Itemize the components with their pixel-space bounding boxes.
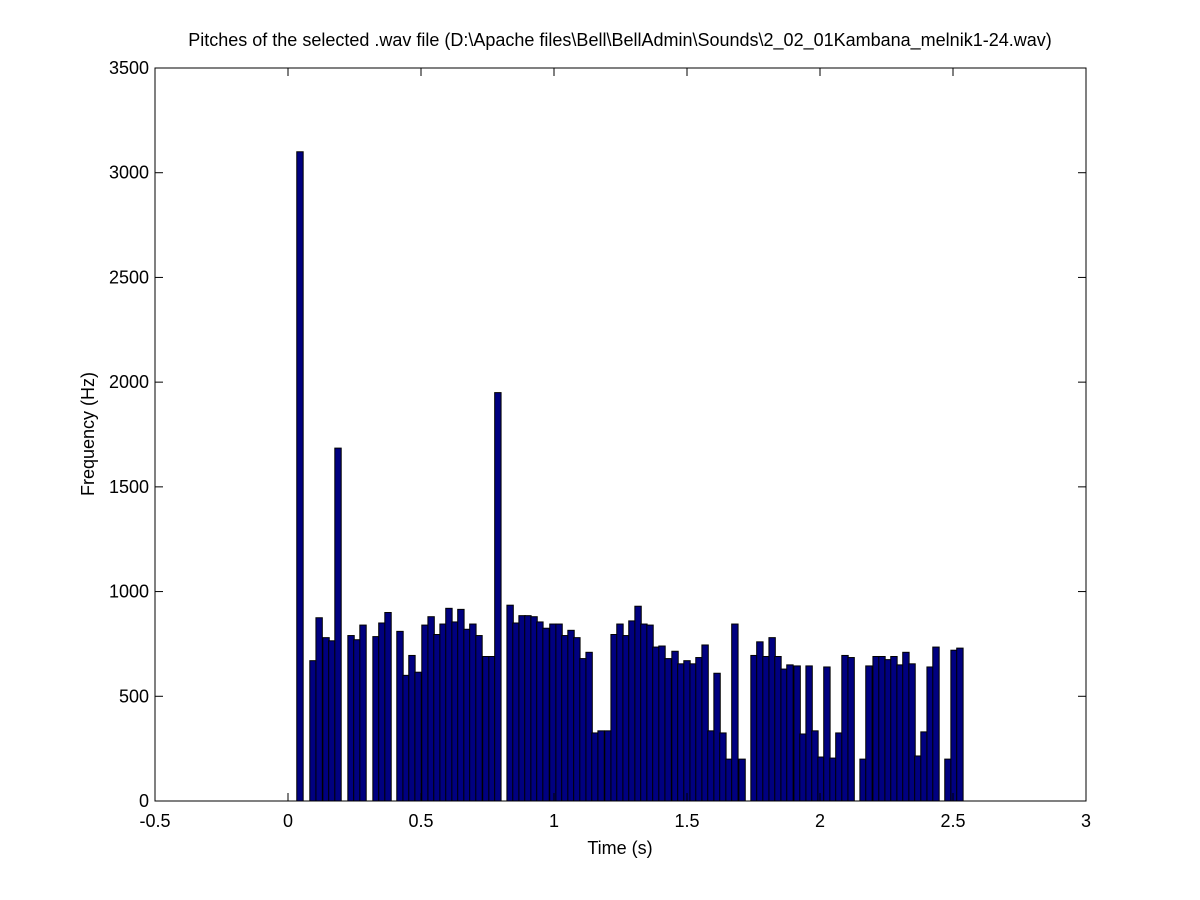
bar (695, 657, 703, 802)
y-tick-label: 500 (119, 686, 149, 706)
bar (707, 730, 715, 802)
bar (482, 655, 490, 802)
y-tick-label: 1500 (109, 477, 149, 497)
bar (902, 651, 910, 802)
y-tick-label: 3000 (109, 163, 149, 183)
x-tick-label: 0.5 (408, 811, 433, 831)
bar (378, 622, 386, 802)
bar (549, 623, 557, 802)
bar (799, 733, 807, 802)
bar (524, 615, 532, 802)
bar (823, 666, 831, 802)
bar (408, 654, 416, 802)
x-tick-label: 2 (815, 811, 825, 831)
bar (786, 664, 794, 802)
bar (841, 654, 849, 802)
bar (944, 758, 952, 802)
bar (494, 392, 502, 802)
bar (774, 655, 782, 802)
bar (756, 641, 764, 802)
bar (296, 151, 304, 802)
bar (579, 658, 587, 802)
bar (469, 623, 477, 802)
bar (932, 646, 940, 802)
bar (384, 612, 392, 802)
x-axis-label: Time (s) (587, 838, 652, 858)
bar (677, 663, 685, 802)
axes-box (154, 67, 1087, 802)
bar (457, 608, 465, 802)
bar (536, 621, 544, 802)
bar (512, 622, 520, 802)
x-tick-label: 1 (549, 811, 559, 831)
x-tick-label: 1.5 (674, 811, 699, 831)
chart-title: Pitches of the selected .wav file (D:\Ap… (188, 30, 1051, 51)
bar (865, 665, 873, 802)
x-tick-label: 3 (1081, 811, 1091, 831)
bar (878, 655, 886, 802)
bar (914, 755, 922, 802)
bar (738, 758, 746, 802)
y-axis-label: Frequency (Hz) (78, 372, 98, 496)
x-tick-label: -0.5 (139, 811, 170, 831)
bar (334, 447, 342, 802)
bar (445, 607, 453, 802)
bar (396, 630, 404, 802)
bar (315, 617, 323, 802)
bar (811, 730, 819, 802)
bar (683, 660, 691, 802)
x-tick-label: 0 (283, 811, 293, 831)
bar (433, 634, 441, 802)
bar (762, 655, 770, 802)
bar (542, 627, 550, 802)
bar (561, 635, 569, 802)
y-tick-label: 0 (139, 791, 149, 811)
y-tick-label: 2000 (109, 372, 149, 392)
bar (359, 624, 367, 802)
bar (719, 732, 727, 802)
bar (640, 623, 648, 802)
x-tick-label: 2.5 (940, 811, 965, 831)
bar (731, 623, 739, 802)
bar (956, 647, 964, 802)
bar (664, 658, 672, 802)
bar (920, 731, 928, 802)
bar (847, 657, 855, 802)
bar (604, 730, 612, 802)
bar (353, 639, 361, 802)
bar (890, 655, 898, 802)
bar (309, 660, 317, 802)
bar (835, 732, 843, 802)
bar (658, 645, 666, 802)
y-tick-label: 3500 (109, 58, 149, 78)
bar (628, 620, 636, 802)
bar (597, 730, 605, 802)
bar (591, 732, 599, 802)
y-tick-label: 2500 (109, 267, 149, 287)
bar (475, 635, 483, 802)
bar (573, 637, 581, 802)
bar (616, 623, 624, 802)
bar (421, 624, 429, 802)
bar (328, 640, 336, 802)
bar (652, 646, 660, 802)
y-tick-label: 1000 (109, 582, 149, 602)
bar (414, 671, 422, 802)
